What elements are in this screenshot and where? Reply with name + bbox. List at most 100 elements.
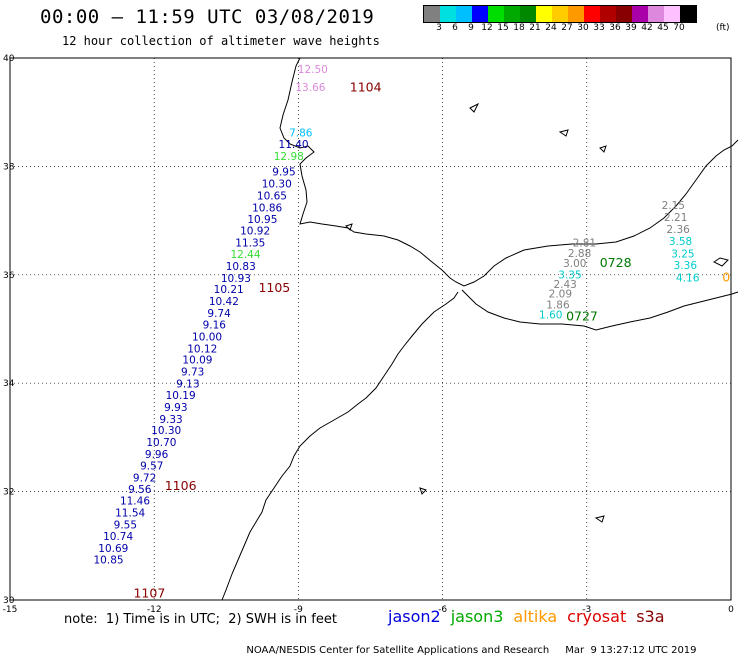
- lat-tick-label: 34: [3, 379, 15, 389]
- legend-cryosat: cryosat: [567, 607, 627, 626]
- map-subtitle: 12 hour collection of altimeter wave hei…: [62, 34, 380, 48]
- swh-value: 10.83: [226, 261, 256, 273]
- color-swatch: [568, 6, 584, 22]
- swh-value: 2.15: [662, 200, 685, 212]
- swh-value: 10.30: [262, 179, 292, 191]
- coastline-africa-north: [461, 289, 739, 331]
- color-scale-tick: 39: [625, 23, 637, 33]
- swh-value: 9.13: [176, 379, 199, 391]
- color-swatch: [680, 6, 696, 22]
- map-title: 00:00 – 11:59 UTC 03/08/2019: [40, 6, 375, 28]
- swh-value: 3.35: [558, 270, 581, 282]
- swh-value: 12.44: [230, 249, 260, 261]
- lon-tick-label: -9: [294, 605, 303, 615]
- swh-value: 2.09: [549, 289, 572, 301]
- lat-tick-label: 40: [3, 54, 15, 64]
- lon-tick-label: -3: [582, 605, 591, 615]
- pass-number-label: 1104: [350, 80, 382, 95]
- swh-value: 9.56: [128, 484, 152, 496]
- color-scale-labels: 3 6 9 12 15 18 21 24 27 30 33 36 39 42 45 70: [423, 23, 723, 35]
- observation-labels: 12.5013.667.8611.4012.989.9510.3010.6510…: [94, 64, 700, 567]
- swh-value: 10.30: [151, 425, 181, 437]
- color-swatch: [616, 6, 632, 22]
- swh-value: 10.93: [221, 273, 251, 285]
- swh-value: 10.70: [146, 437, 176, 449]
- swh-value: 10.21: [214, 284, 244, 296]
- swh-value: 10.42: [209, 296, 239, 308]
- swh-value: 12.98: [274, 151, 304, 163]
- swh-value: 3.58: [669, 236, 692, 248]
- swh-value: 9.73: [181, 367, 204, 379]
- swh-value: 9.95: [272, 167, 295, 179]
- legend-jason2: jason2: [388, 607, 441, 626]
- color-scale-tick: 45: [657, 23, 669, 33]
- color-scale-tick: 9: [468, 23, 474, 33]
- swh-value: 2.88: [568, 248, 591, 260]
- footer-org: NOAA/NESDIS Center for Satellite Applica…: [246, 645, 550, 656]
- inland-lake-1: [469, 102, 480, 113]
- legend-jason3: jason3: [450, 607, 504, 626]
- color-swatch: [488, 6, 504, 22]
- swh-value: 3.00: [563, 258, 586, 270]
- color-scale-tick: 6: [452, 23, 458, 33]
- color-swatch: [632, 6, 648, 22]
- swh-value: 10.86: [252, 202, 282, 214]
- coastline: [221, 57, 739, 601]
- color-scale-tick: 21: [529, 23, 541, 33]
- swh-value: 11.54: [115, 508, 145, 520]
- color-swatch: [664, 6, 680, 22]
- color-swatch: [472, 6, 488, 22]
- swh-value: 3.36: [674, 260, 698, 272]
- swh-value: 2.36: [666, 224, 690, 236]
- swh-value: 10.65: [257, 190, 287, 202]
- color-scale-bar: [423, 5, 697, 23]
- pass-number-label: 0728: [600, 255, 632, 270]
- swh-value: 9.93: [164, 402, 187, 414]
- swh-value: 10.85: [94, 555, 124, 567]
- swh-value: 10.19: [166, 390, 196, 402]
- color-swatch: [584, 6, 600, 22]
- legend-altika: altika: [513, 607, 558, 626]
- color-swatch: [552, 6, 568, 22]
- swh-value: 9.55: [114, 519, 137, 531]
- swh-value: 10.74: [103, 531, 133, 543]
- note-text: note: 1) Time is in UTC; 2) SWH is in fe…: [64, 612, 337, 627]
- lon-tick-label: -12: [147, 605, 162, 615]
- color-scale-tick: 12: [481, 23, 493, 33]
- inland-lake-5: [419, 487, 427, 495]
- lon-tick-label: 0: [728, 605, 734, 615]
- color-scale-unit: (ft): [716, 23, 730, 33]
- inland-lake-2: [558, 129, 569, 137]
- pass-labels: 1104 1105 1106 1107 0728 0727 0: [133, 80, 730, 601]
- swh-value: 9.96: [145, 449, 169, 461]
- pass-number-label: 0727: [566, 308, 598, 323]
- pass-number-label: 1106: [165, 478, 197, 493]
- swh-value: 9.57: [140, 460, 163, 472]
- inland-lake-4: [345, 223, 353, 231]
- swh-value: 1.86: [546, 299, 570, 311]
- swh-value: 3.25: [671, 248, 694, 260]
- legend-s3a: s3a: [636, 607, 665, 626]
- color-swatch: [536, 6, 552, 22]
- mission-legend: jason2 jason3 altika cryosat s3a: [388, 607, 675, 626]
- axis-labels: -15 -12 -9 -6 -3 0 30 32 34 36 38 40: [3, 54, 734, 615]
- color-swatch: [520, 6, 536, 22]
- coastline-africa: [221, 291, 459, 601]
- swh-value: 10.12: [187, 343, 217, 355]
- swh-value: 9.74: [207, 308, 231, 320]
- lat-tick-label: 38: [3, 162, 15, 172]
- color-swatch: [600, 6, 616, 22]
- inland-lake-6: [594, 515, 605, 523]
- coastline-iberia: [279, 57, 739, 287]
- footer-timestamp: Mar 9 13:27:12 UTC 2019: [565, 645, 697, 656]
- color-swatch: [648, 6, 664, 22]
- color-swatch: [424, 6, 440, 22]
- lat-tick-label: 36: [3, 271, 15, 281]
- color-scale-tick: 18: [513, 23, 525, 33]
- color-scale-tick: 70: [673, 23, 685, 33]
- color-scale-tick: 24: [545, 23, 557, 33]
- color-scale-tick: 3: [436, 23, 442, 33]
- swh-value: 11.40: [279, 139, 309, 151]
- balearic-islands: [713, 257, 729, 267]
- swh-value: 11.46: [120, 496, 150, 508]
